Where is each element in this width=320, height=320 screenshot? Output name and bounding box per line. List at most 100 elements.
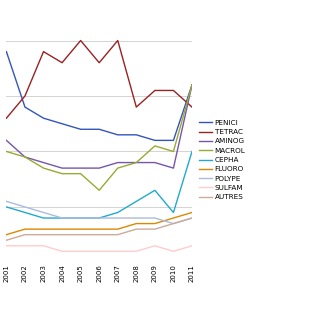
SULFAM [172,249,175,253]
AUTRES [60,233,64,236]
PENICI [4,50,8,53]
Legend: PENICI, TETRAC, AMINOG, MACROL, CEPHA, FLUORO, POLYPE, SULFAM, AUTRES: PENICI, TETRAC, AMINOG, MACROL, CEPHA, F… [199,120,245,200]
SULFAM [4,244,8,248]
PENICI [60,122,64,126]
MACROL [60,172,64,176]
FLUORO [153,222,157,226]
TETRAC [60,61,64,65]
AMINOG [97,166,101,170]
AMINOG [79,166,83,170]
PENICI [116,133,120,137]
PENICI [79,127,83,131]
TETRAC [23,94,27,98]
AUTRES [153,227,157,231]
AUTRES [190,216,194,220]
Line: AMINOG: AMINOG [6,85,192,168]
MACROL [134,161,138,164]
PENICI [42,116,45,120]
Line: TETRAC: TETRAC [6,41,192,118]
SULFAM [42,244,45,248]
AUTRES [172,222,175,226]
AMINOG [23,155,27,159]
POLYPE [134,216,138,220]
CEPHA [4,205,8,209]
AMINOG [134,161,138,164]
Line: POLYPE: POLYPE [6,201,192,224]
FLUORO [134,222,138,226]
POLYPE [116,216,120,220]
Line: PENICI: PENICI [6,52,192,140]
CEPHA [79,216,83,220]
FLUORO [116,227,120,231]
POLYPE [97,216,101,220]
FLUORO [97,227,101,231]
SULFAM [23,244,27,248]
Line: AUTRES: AUTRES [6,218,192,240]
AMINOG [172,166,175,170]
CEPHA [60,216,64,220]
CEPHA [42,216,45,220]
POLYPE [153,216,157,220]
Line: FLUORO: FLUORO [6,212,192,235]
CEPHA [172,211,175,214]
AUTRES [134,227,138,231]
FLUORO [79,227,83,231]
MACROL [79,172,83,176]
MACROL [97,188,101,192]
POLYPE [172,222,175,226]
TETRAC [190,105,194,109]
MACROL [23,155,27,159]
PENICI [134,133,138,137]
TETRAC [42,50,45,53]
SULFAM [79,249,83,253]
FLUORO [4,233,8,236]
TETRAC [4,116,8,120]
TETRAC [172,89,175,92]
AMINOG [42,161,45,164]
TETRAC [116,39,120,43]
Line: SULFAM: SULFAM [6,246,192,251]
AMINOG [153,161,157,164]
CEPHA [23,211,27,214]
TETRAC [97,61,101,65]
AMINOG [116,161,120,164]
MACROL [42,166,45,170]
FLUORO [42,227,45,231]
SULFAM [153,244,157,248]
AUTRES [79,233,83,236]
FLUORO [23,227,27,231]
AMINOG [4,139,8,142]
TETRAC [79,39,83,43]
AUTRES [4,238,8,242]
FLUORO [172,216,175,220]
PENICI [97,127,101,131]
AUTRES [42,233,45,236]
AUTRES [116,233,120,236]
SULFAM [60,249,64,253]
AMINOG [60,166,64,170]
POLYPE [60,216,64,220]
PENICI [172,139,175,142]
AUTRES [97,233,101,236]
Line: CEPHA: CEPHA [6,151,192,218]
PENICI [190,83,194,87]
CEPHA [153,188,157,192]
CEPHA [134,199,138,203]
MACROL [116,166,120,170]
FLUORO [190,211,194,214]
AMINOG [190,83,194,87]
Line: MACROL: MACROL [6,85,192,190]
CEPHA [116,211,120,214]
PENICI [153,139,157,142]
POLYPE [23,205,27,209]
MACROL [172,149,175,153]
POLYPE [79,216,83,220]
POLYPE [42,211,45,214]
AUTRES [23,233,27,236]
MACROL [153,144,157,148]
CEPHA [97,216,101,220]
MACROL [190,83,194,87]
SULFAM [97,249,101,253]
POLYPE [4,199,8,203]
SULFAM [116,249,120,253]
